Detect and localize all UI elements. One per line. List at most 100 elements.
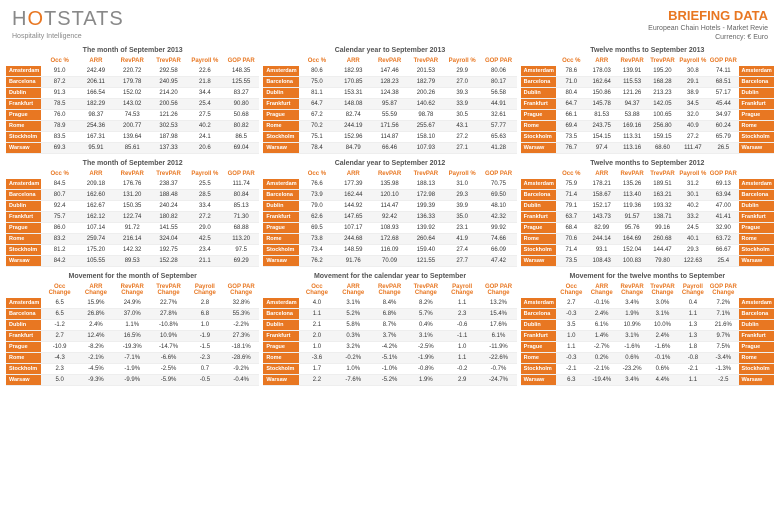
data-cell: 99.92 — [480, 223, 516, 234]
col-header: GOP PAR Change — [480, 282, 516, 298]
data-cell: -10.8% — [150, 320, 186, 331]
data-cell: 2.7 — [41, 331, 77, 342]
table-row: Dublin81.1153.31124.38200.2639.356.58 — [263, 88, 516, 99]
data-cell: 80.82 — [223, 121, 259, 132]
data-cell: 9.7% — [708, 331, 738, 342]
data-cell: -0.6 — [444, 320, 480, 331]
city-cell: Amsterdam — [6, 298, 41, 309]
section-r1c3: Twelve months to September 2013Occ %ARRR… — [521, 47, 774, 154]
data-cell: 199.39 — [408, 201, 444, 212]
data-cell: 178.21 — [587, 179, 617, 190]
data-cell: 255.67 — [408, 121, 444, 132]
data-cell: 21.8 — [187, 77, 223, 88]
city-cell: Barcelona — [263, 309, 298, 320]
data-cell: 152.02 — [114, 88, 150, 99]
data-cell: 30.8 — [678, 66, 708, 77]
data-cell: 30.1 — [678, 190, 708, 201]
data-cell: 158.10 — [408, 132, 444, 143]
data-cell: 1.0 — [299, 342, 335, 353]
data-cell: -10.9 — [41, 342, 77, 353]
section-title: Twelve months to September 2012 — [521, 160, 774, 167]
data-cell: 121.26 — [150, 110, 186, 121]
data-cell: -23.2% — [617, 364, 647, 375]
data-cell: 22.7% — [150, 298, 186, 309]
data-cell: 193.32 — [647, 201, 677, 212]
city-cell-right: Prague — [739, 342, 774, 353]
city-cell: Prague — [6, 342, 41, 353]
data-table: Occ %ARRRevPARTrevPARPayroll %GOP PARAms… — [263, 56, 516, 154]
data-cell: 136.33 — [408, 212, 444, 223]
data-cell: 152.17 — [587, 201, 617, 212]
table-row: Frankfurt63.7143.7391.57138.7133.241.41F… — [521, 212, 774, 223]
data-cell: 15.9% — [78, 298, 114, 309]
data-cell: 33.2 — [678, 212, 708, 223]
table-row: Warsaw76.797.4113.1668.60111.4726.5Warsa… — [521, 143, 774, 154]
data-cell: 70.75 — [480, 179, 516, 190]
table-row: Dublin79.1152.17119.36193.3240.247.00Dub… — [521, 201, 774, 212]
data-cell: 1.0 — [444, 342, 480, 353]
data-cell: 292.58 — [150, 66, 186, 77]
data-cell: 177.39 — [335, 179, 371, 190]
data-cell: 2.3 — [444, 309, 480, 320]
table-row: Prague1.1-2.7%-1.6%-1.6%1.87.5%Prague — [521, 342, 774, 353]
data-cell: 73.9 — [299, 190, 335, 201]
col-header: RevPAR — [617, 56, 647, 66]
data-cell: 139.92 — [408, 223, 444, 234]
data-cell: 80.6 — [299, 66, 335, 77]
city-cell: Dublin — [6, 201, 41, 212]
table-row: Barcelona1.15.2%6.8%5.7%2.315.4% — [263, 309, 516, 320]
data-cell: 7.2% — [708, 298, 738, 309]
data-cell: 8.7% — [371, 320, 407, 331]
col-header: Payroll % — [444, 169, 480, 179]
city-cell: Warsaw — [263, 143, 298, 154]
city-cell: Rome — [263, 234, 298, 245]
data-cell: 27.2 — [678, 132, 708, 143]
data-cell: 97.5 — [223, 245, 259, 256]
col-header: Occ % — [556, 169, 586, 179]
data-cell: 69.29 — [223, 256, 259, 267]
col-header: Payroll Change — [678, 282, 708, 298]
data-cell: 76.6 — [299, 179, 335, 190]
data-table: Occ ChangeARR ChangeRevPAR ChangeTrevPAR… — [6, 282, 259, 386]
city-cell: Dublin — [521, 88, 556, 99]
city-cell: Warsaw — [521, 375, 556, 386]
city-cell-right: Dublin — [739, 320, 774, 331]
city-cell: Prague — [521, 223, 556, 234]
city-cell: Barcelona — [6, 77, 41, 88]
table-row: Warsaw2.2-7.6%-5.2%1.9%2.9-24.7% — [263, 375, 516, 386]
data-cell: 143.73 — [587, 212, 617, 223]
data-cell: 114.47 — [371, 201, 407, 212]
data-cell: 2.2 — [299, 375, 335, 386]
data-cell: 66.67 — [708, 245, 738, 256]
col-header: Payroll Change — [444, 282, 480, 298]
data-cell: -9.3% — [78, 375, 114, 386]
table-row: Frankfurt64.7148.0895.87140.6233.944.91 — [263, 99, 516, 110]
data-cell: 2.1 — [299, 320, 335, 331]
data-cell: 195.20 — [647, 66, 677, 77]
data-cell: 98.37 — [78, 110, 114, 121]
data-cell: 244.19 — [335, 121, 371, 132]
data-cell: -2.1 — [678, 364, 708, 375]
data-cell: -24.7% — [480, 375, 516, 386]
city-cell: Rome — [263, 121, 298, 132]
data-cell: 68.88 — [223, 223, 259, 234]
data-cell: 68.60 — [647, 143, 677, 154]
data-cell: 42.5 — [187, 234, 223, 245]
data-cell: -2.5% — [150, 364, 186, 375]
data-cell: 7.1% — [708, 309, 738, 320]
city-cell-right: Rome — [739, 353, 774, 364]
data-cell: -9.9% — [114, 375, 150, 386]
data-cell: 80.7 — [41, 190, 77, 201]
data-cell: 87.2 — [41, 77, 77, 88]
data-cell: 182.29 — [78, 99, 114, 110]
data-cell: 47.42 — [480, 256, 516, 267]
data-cell: 13.2% — [480, 298, 516, 309]
data-cell: 220.72 — [114, 66, 150, 77]
data-cell: 159.40 — [408, 245, 444, 256]
data-cell: 139.91 — [617, 66, 647, 77]
data-cell: 86.5 — [223, 132, 259, 143]
city-cell: Frankfurt — [521, 212, 556, 223]
section-title: Movement for the month of September — [6, 273, 259, 280]
data-cell: 182.79 — [408, 77, 444, 88]
data-cell: 154.15 — [587, 132, 617, 143]
